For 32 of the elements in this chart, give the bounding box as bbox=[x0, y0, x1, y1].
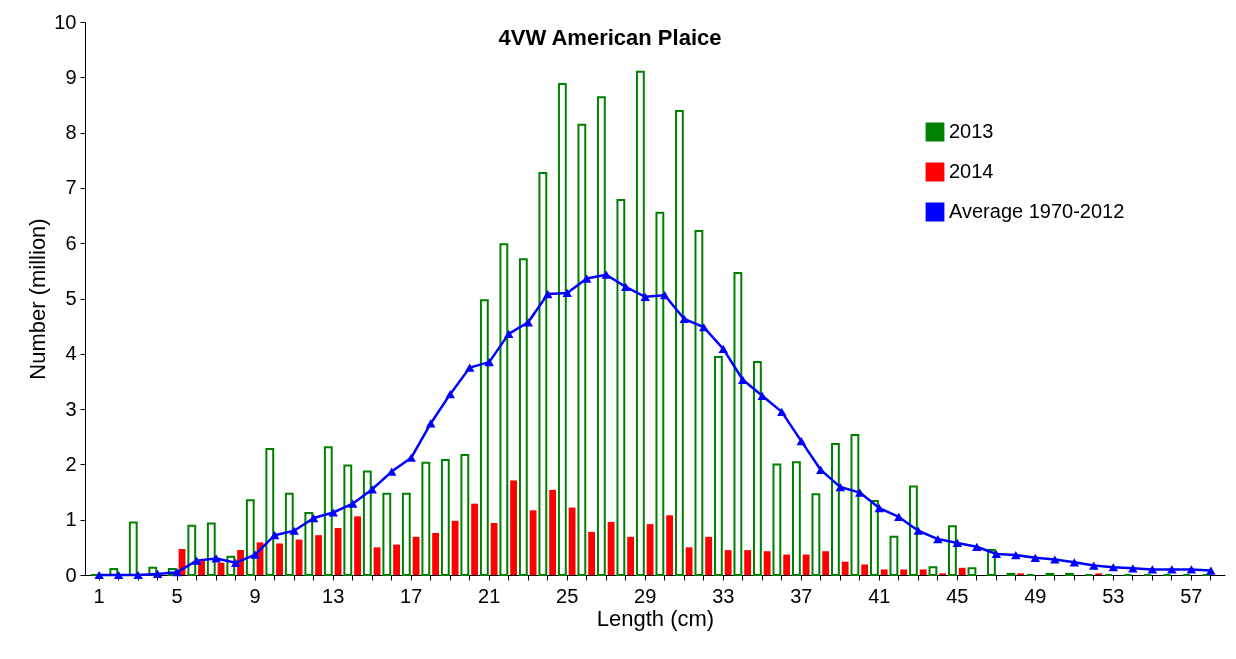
x-tick-label: 21 bbox=[478, 584, 501, 607]
x-tick-label: 33 bbox=[712, 584, 735, 607]
x-tick-label: 37 bbox=[790, 584, 813, 607]
x-tick-label: 1 bbox=[93, 584, 105, 607]
x-tick-label: 41 bbox=[868, 584, 891, 607]
y-tick-label: 7 bbox=[65, 176, 77, 199]
x-axis-title: Length (cm) bbox=[596, 605, 715, 631]
x-tick-label: 29 bbox=[634, 584, 657, 607]
x-tick-label: 57 bbox=[1180, 584, 1203, 607]
y-tick-label: 8 bbox=[65, 121, 77, 144]
x-tick-label: 17 bbox=[400, 584, 423, 607]
y-tick-label: 9 bbox=[65, 65, 77, 88]
y-tick-label: 10 bbox=[54, 10, 77, 33]
y-tick-label: 4 bbox=[65, 342, 77, 365]
y-tick-label: 0 bbox=[65, 563, 77, 586]
x-tick-label: 45 bbox=[946, 584, 969, 607]
x-tick-label: 49 bbox=[1024, 584, 1047, 607]
y-tick-label: 1 bbox=[65, 508, 77, 531]
x-tick-label: 9 bbox=[249, 584, 261, 607]
legend-label: 2013 bbox=[949, 120, 994, 142]
x-tick-label: 5 bbox=[171, 584, 183, 607]
chart-title: 4VW American Plaice bbox=[498, 25, 722, 50]
legend-label: 2014 bbox=[949, 160, 994, 182]
x-tick-label: 13 bbox=[322, 584, 345, 607]
y-tick-label: 6 bbox=[65, 231, 77, 254]
y-tick-label: 3 bbox=[65, 397, 77, 420]
x-tick-label: 53 bbox=[1102, 584, 1125, 607]
y-tick-label: 2 bbox=[65, 452, 77, 475]
y-tick-label: 5 bbox=[65, 287, 77, 309]
x-tick-label: 25 bbox=[556, 584, 579, 607]
y-axis-title: Number (million) bbox=[25, 218, 51, 380]
legend-label: Average 1970-2012 bbox=[949, 200, 1125, 222]
